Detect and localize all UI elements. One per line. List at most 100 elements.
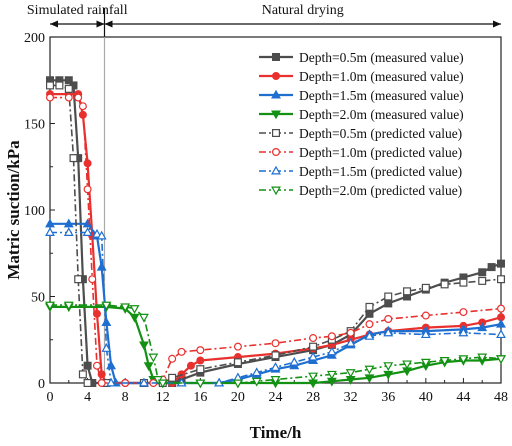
data-point-triangle-up bbox=[139, 377, 149, 387]
x-tick-label: 20 bbox=[231, 390, 245, 405]
data-point-circle bbox=[421, 311, 430, 320]
data-point-triangle-down bbox=[45, 301, 55, 311]
data-point-circle bbox=[365, 320, 374, 329]
phase-label-drying: Natural drying bbox=[262, 3, 344, 18]
data-point-circle bbox=[168, 354, 177, 363]
data-point-square bbox=[64, 76, 73, 85]
data-point-triangle-down bbox=[101, 301, 112, 311]
data-point-circle bbox=[271, 339, 280, 348]
legend-label: Depth=0.5m (predicted value) bbox=[299, 126, 462, 141]
data-point-triangle-up bbox=[308, 351, 319, 361]
x-tick-label: 48 bbox=[494, 390, 508, 405]
data-point-triangle-up bbox=[477, 322, 488, 332]
data-point-square bbox=[365, 302, 374, 311]
data-point-circle bbox=[45, 93, 54, 102]
data-point-triangle-up bbox=[496, 318, 506, 328]
x-axis-title: Time/h bbox=[250, 423, 302, 442]
data-point-triangle-up bbox=[271, 89, 281, 99]
data-point-triangle-up bbox=[96, 230, 107, 240]
data-point-circle bbox=[64, 93, 73, 102]
data-point-triangle-down bbox=[129, 305, 140, 314]
x-tick-label: 8 bbox=[122, 390, 129, 405]
data-point-triangle-up bbox=[106, 377, 117, 387]
data-point-triangle-down bbox=[383, 370, 394, 380]
data-point-square bbox=[168, 373, 177, 382]
data-point-triangle-up bbox=[96, 261, 107, 271]
data-point-square bbox=[55, 81, 64, 90]
data-point-triangle-up bbox=[364, 330, 375, 340]
x-tick-label: 44 bbox=[456, 390, 470, 405]
data-point-circle bbox=[88, 275, 97, 284]
data-point-square bbox=[64, 84, 73, 93]
data-point-triangle-up bbox=[101, 317, 112, 326]
data-point-triangle-up bbox=[63, 227, 74, 236]
y-axis-ticks: 0 50 100 150 200 bbox=[24, 31, 55, 392]
data-point-circle bbox=[346, 328, 355, 337]
data-point-triangle-down bbox=[271, 186, 281, 196]
data-point-triangle-down bbox=[383, 362, 394, 372]
data-point-square bbox=[272, 129, 281, 138]
y-tick-label: 100 bbox=[24, 204, 45, 219]
data-point-triangle-down bbox=[458, 355, 469, 365]
legend-label: Depth=1.5m (measured value) bbox=[299, 88, 464, 103]
x-tick-label: 32 bbox=[344, 390, 358, 405]
data-point-triangle-up bbox=[92, 228, 102, 238]
x-tick-label: 40 bbox=[419, 390, 433, 405]
data-point-triangle-up bbox=[63, 218, 74, 228]
data-point-square bbox=[78, 370, 87, 379]
y-tick-label: 150 bbox=[24, 118, 45, 133]
y-tick-label: 0 bbox=[38, 377, 45, 392]
data-point-circle bbox=[83, 185, 92, 194]
series-line bbox=[50, 222, 502, 385]
legend-label: Depth=0.5m (measured value) bbox=[299, 50, 464, 65]
data-point-square bbox=[196, 365, 205, 374]
data-point-circle bbox=[74, 93, 83, 102]
data-point-triangle-up bbox=[82, 227, 93, 236]
data-point-triangle-down bbox=[364, 365, 375, 375]
data-point-square bbox=[74, 275, 83, 284]
data-point-square bbox=[365, 309, 374, 318]
data-point-square bbox=[403, 287, 412, 296]
data-point-square bbox=[271, 351, 280, 360]
data-point-triangle-down bbox=[120, 303, 131, 313]
data-point-triangle-down bbox=[148, 353, 159, 363]
legend-label: Depth=2.0m (predicted value) bbox=[299, 183, 462, 198]
data-point-triangle-down bbox=[271, 110, 281, 120]
data-point-circle bbox=[78, 102, 87, 111]
series-layer bbox=[45, 76, 506, 389]
y-tick-label: 200 bbox=[24, 31, 45, 46]
x-tick-label: 16 bbox=[193, 390, 207, 405]
legend-label: Depth=1.5m (predicted value) bbox=[299, 164, 462, 179]
data-point-triangle-down bbox=[345, 369, 356, 378]
phase-arrowhead bbox=[96, 20, 105, 28]
data-point-triangle-down bbox=[308, 372, 319, 382]
phase-banner: Simulated rainfall Natural drying bbox=[27, 3, 501, 37]
data-point-square bbox=[69, 154, 78, 163]
data-point-square bbox=[83, 379, 92, 388]
data-point-triangle-up bbox=[383, 327, 394, 337]
legend-item: Depth=2.0m (predicted value) bbox=[259, 183, 462, 198]
phase-arrowhead bbox=[50, 20, 58, 28]
phase-label-rainfall: Simulated rainfall bbox=[27, 3, 128, 18]
data-point-triangle-up bbox=[270, 362, 281, 371]
legend-label: Depth=2.0m (measured value) bbox=[299, 107, 464, 122]
legend: Depth=0.5m (measured value) Depth=1.0m (m… bbox=[259, 50, 464, 198]
data-point-triangle-down bbox=[364, 374, 375, 384]
x-tick-label: 28 bbox=[306, 390, 320, 405]
x-tick-label: 36 bbox=[381, 390, 395, 405]
x-tick-label: 0 bbox=[47, 390, 54, 405]
data-point-square bbox=[497, 259, 506, 268]
series-7 bbox=[45, 227, 506, 387]
legend-item: Depth=1.5m (measured value) bbox=[259, 88, 464, 103]
legend-item: Depth=1.0m (measured value) bbox=[259, 69, 464, 84]
data-point-triangle-down bbox=[195, 379, 206, 389]
data-point-circle bbox=[233, 342, 242, 351]
data-point-circle bbox=[177, 347, 186, 356]
data-point-triangle-up bbox=[271, 165, 281, 175]
phase-arrows bbox=[50, 8, 501, 37]
data-point-triangle-up bbox=[458, 327, 469, 337]
series-8 bbox=[45, 301, 506, 389]
data-point-square bbox=[384, 292, 393, 301]
data-point-circle bbox=[497, 304, 506, 313]
data-point-triangle-down bbox=[129, 313, 140, 323]
